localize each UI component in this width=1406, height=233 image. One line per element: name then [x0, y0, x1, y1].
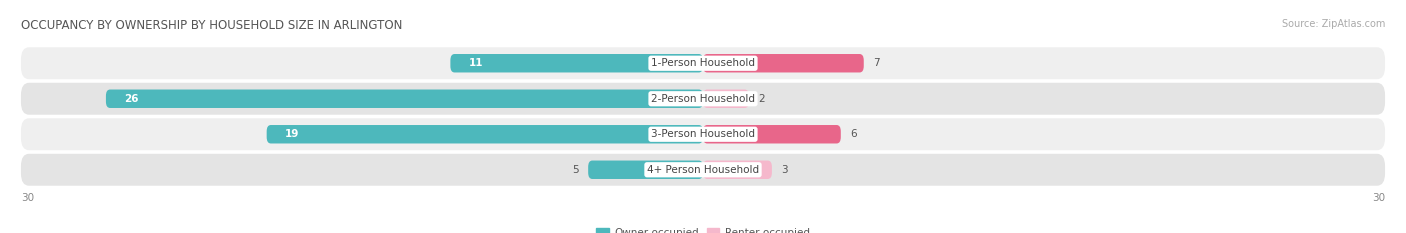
Text: 30: 30 [21, 193, 34, 203]
FancyBboxPatch shape [21, 154, 1385, 186]
Text: 3: 3 [782, 165, 787, 175]
Text: 6: 6 [851, 129, 856, 139]
Text: 5: 5 [572, 165, 579, 175]
FancyBboxPatch shape [267, 125, 703, 144]
FancyBboxPatch shape [105, 89, 703, 108]
Text: 4+ Person Household: 4+ Person Household [647, 165, 759, 175]
FancyBboxPatch shape [703, 89, 749, 108]
Legend: Owner-occupied, Renter-occupied: Owner-occupied, Renter-occupied [592, 224, 814, 233]
Text: 1-Person Household: 1-Person Household [651, 58, 755, 68]
FancyBboxPatch shape [21, 118, 1385, 150]
FancyBboxPatch shape [21, 83, 1385, 115]
Text: 7: 7 [873, 58, 880, 68]
Text: OCCUPANCY BY OWNERSHIP BY HOUSEHOLD SIZE IN ARLINGTON: OCCUPANCY BY OWNERSHIP BY HOUSEHOLD SIZE… [21, 19, 402, 32]
FancyBboxPatch shape [703, 54, 863, 72]
FancyBboxPatch shape [588, 161, 703, 179]
FancyBboxPatch shape [450, 54, 703, 72]
Text: 30: 30 [1372, 193, 1385, 203]
FancyBboxPatch shape [703, 161, 772, 179]
Text: 11: 11 [468, 58, 484, 68]
Text: 3-Person Household: 3-Person Household [651, 129, 755, 139]
Text: Source: ZipAtlas.com: Source: ZipAtlas.com [1281, 19, 1385, 29]
FancyBboxPatch shape [703, 125, 841, 144]
Text: 2: 2 [758, 94, 765, 104]
Text: 19: 19 [285, 129, 299, 139]
FancyBboxPatch shape [21, 47, 1385, 79]
Text: 2-Person Household: 2-Person Household [651, 94, 755, 104]
Text: 26: 26 [124, 94, 139, 104]
